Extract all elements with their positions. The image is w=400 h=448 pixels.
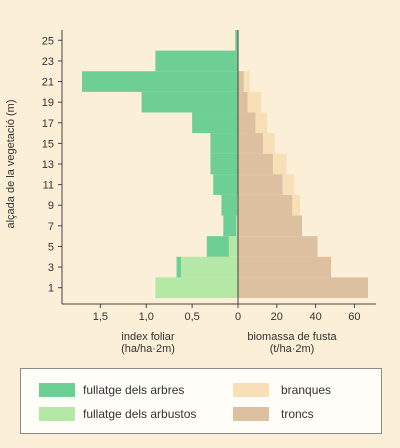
bar-foliar-shrubs-1 (181, 256, 238, 278)
legend-swatch-trunks (233, 407, 269, 421)
y-tick-label-1: 1 (48, 283, 54, 295)
bar-wood-trunks-3 (238, 215, 303, 237)
bar-wood-branches-9 (247, 91, 262, 113)
bar-wood-branches-6 (272, 153, 287, 175)
bar-foliar-trees-6 (210, 153, 238, 175)
legend-swatch-branches (233, 383, 269, 397)
y-tick-label-11: 11 (43, 180, 54, 192)
bar-wood-trunks-1 (238, 256, 332, 278)
bar-wood-branches-5 (282, 174, 295, 195)
legend-label-branches: branques (281, 383, 332, 397)
bar-wood-trunks-2 (238, 236, 318, 257)
x-axis-label-left-line-0: index foliar (121, 331, 175, 343)
bar-wood-trunks-6 (238, 153, 273, 175)
bar-foliar-trees-7 (210, 133, 238, 154)
legend: fullatge dels arbres fullatge dels arbus… (20, 368, 382, 434)
bars-layer (82, 30, 368, 298)
legend-swatch-tree-foliage (39, 383, 75, 397)
x-axis-label-left-line-1: (ha/ha·2m) (121, 343, 175, 355)
bar-foliar-shrubs-3 (236, 215, 238, 237)
bar-wood-branches-4 (292, 194, 301, 216)
bar-foliar-shrubs-0 (155, 277, 238, 298)
bar-foliar-trees-11 (155, 50, 238, 72)
y-tick-label-17: 17 (42, 118, 54, 130)
y-tick-label-25: 25 (42, 35, 54, 47)
x-axis-label-right-line-1: (t/ha·2m) (270, 343, 315, 355)
bar-foliar-trees-9 (141, 91, 238, 113)
y-tick-label-19: 19 (42, 97, 54, 109)
y-tick-label-7: 7 (48, 221, 54, 233)
axes-layer (58, 30, 376, 308)
bar-foliar-trees-2 (206, 236, 229, 257)
legend-swatch-shrub-foliage (39, 407, 75, 421)
bar-wood-trunks-0 (238, 277, 368, 298)
bar-wood-trunks-7 (238, 133, 264, 154)
bar-wood-branches-8 (255, 112, 268, 134)
bar-foliar-trees-8 (192, 112, 238, 134)
bar-foliar-trees-10 (82, 71, 238, 92)
bar-wood-trunks-4 (238, 194, 293, 216)
x-tick-label-right-2: 40 (309, 311, 321, 323)
legend-label-trunks: troncs (281, 407, 314, 421)
y-tick-label-5: 5 (48, 241, 54, 253)
y-tick-label-15: 15 (42, 138, 54, 150)
x-tick-label-left-0: 1,5 (93, 311, 108, 323)
y-tick-label-3: 3 (48, 262, 54, 274)
legend-label-shrub-foliage: fullatge dels arbustos (83, 407, 197, 421)
x-axis-label-right-line-0: biomassa de fusta (247, 331, 337, 343)
bar-wood-trunks-9 (238, 91, 248, 113)
bar-wood-trunks-5 (238, 174, 283, 195)
x-tick-label-left-2: 0,5 (184, 311, 199, 323)
bar-foliar-trees-12 (235, 30, 238, 51)
x-tick-label-left-1: 1,0 (139, 311, 154, 323)
bar-wood-trunks-10 (238, 71, 244, 92)
bar-foliar-trees-1 (176, 256, 182, 278)
legend-label-tree-foliage: fullatge dels arbres (83, 383, 185, 397)
y-tick-label-23: 23 (42, 56, 54, 68)
x-tick-label-right-3: 60 (348, 311, 360, 323)
bar-foliar-shrubs-2 (228, 236, 238, 257)
y-axis-label: alçada de la vegetació (m) (5, 99, 17, 228)
bar-foliar-trees-3 (223, 215, 237, 237)
bar-wood-branches-10 (243, 71, 250, 92)
y-tick-label-13: 13 (42, 159, 54, 171)
y-tick-label-21: 21 (42, 77, 54, 89)
bar-foliar-trees-4 (221, 194, 238, 216)
bar-wood-branches-7 (263, 133, 275, 154)
bar-foliar-trees-5 (213, 174, 238, 195)
x-tick-label-left-3: 0 (235, 311, 241, 323)
x-tick-label-right-1: 20 (271, 311, 283, 323)
bar-wood-trunks-8 (238, 112, 256, 134)
y-tick-label-9: 9 (48, 200, 54, 212)
